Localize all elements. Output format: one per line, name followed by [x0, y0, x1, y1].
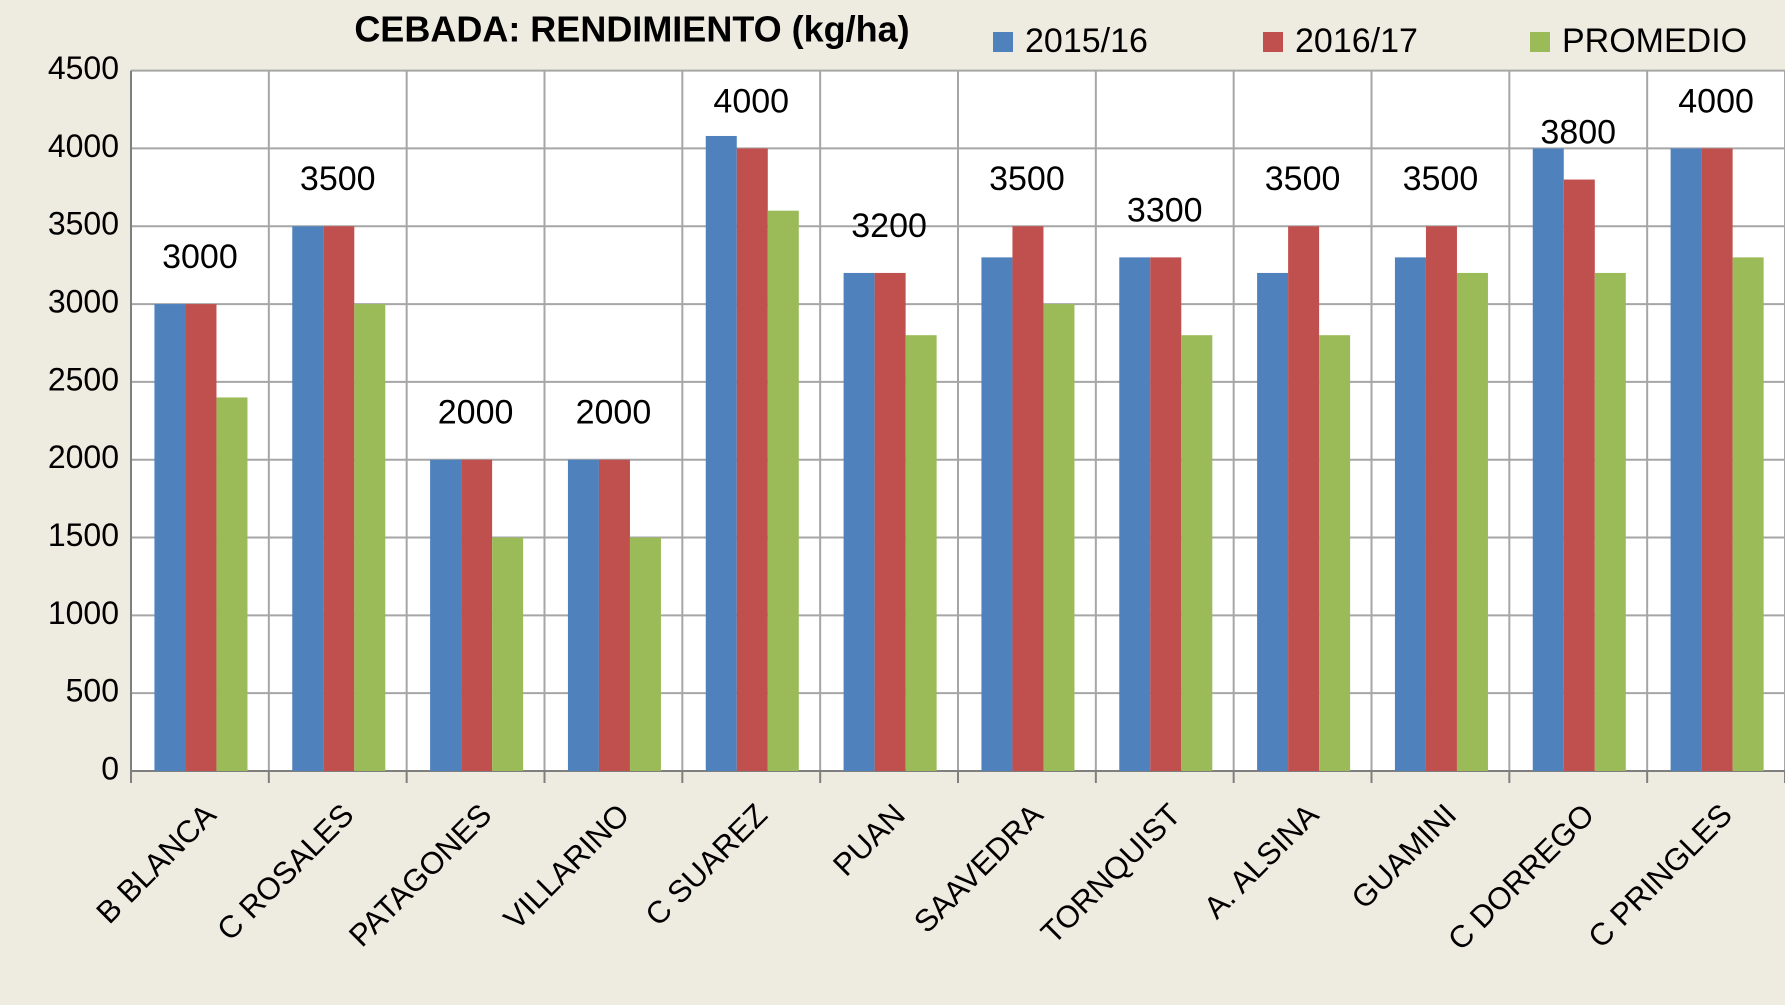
data-label: 2000	[576, 394, 652, 432]
data-label: 3500	[989, 160, 1065, 198]
bar	[216, 397, 248, 771]
bar	[430, 459, 462, 771]
bar	[1563, 179, 1595, 771]
bar	[1594, 272, 1626, 771]
bar	[461, 459, 493, 771]
bar	[1732, 257, 1764, 772]
bar	[492, 537, 524, 771]
bar	[705, 135, 737, 771]
bar	[1670, 148, 1702, 771]
bar	[1012, 226, 1044, 771]
bar	[1119, 257, 1151, 772]
bar	[1288, 226, 1320, 771]
bar	[1425, 226, 1457, 771]
legend-label: PROMEDIO	[1562, 22, 1747, 60]
y-tick-label: 2000	[48, 439, 119, 475]
bar	[843, 272, 875, 771]
y-tick-label: 0	[101, 750, 119, 786]
bar	[1181, 335, 1213, 771]
bar	[629, 537, 661, 771]
bar	[767, 210, 799, 771]
bar	[567, 459, 599, 771]
legend-swatch	[993, 32, 1013, 52]
y-tick-label: 1000	[48, 595, 119, 631]
legend-swatch	[1263, 32, 1283, 52]
y-tick-label: 2500	[48, 361, 119, 397]
bar	[323, 226, 355, 771]
y-tick-label: 500	[66, 673, 119, 709]
data-label: 4000	[1678, 82, 1754, 120]
bar	[185, 304, 217, 771]
bar	[981, 257, 1013, 772]
data-label: 4000	[713, 82, 789, 120]
legend-label: 2016/17	[1295, 22, 1418, 60]
data-label: 3200	[851, 207, 927, 245]
y-tick-label: 4000	[48, 128, 119, 164]
y-tick-label: 3000	[48, 284, 119, 320]
data-label: 3300	[1127, 191, 1203, 229]
bar	[598, 459, 630, 771]
data-label: 3500	[1403, 160, 1479, 198]
bar	[154, 304, 186, 771]
bar	[905, 335, 937, 771]
data-label: 3500	[1265, 160, 1341, 198]
bar	[292, 226, 324, 771]
bar	[1701, 148, 1733, 771]
bar	[1456, 272, 1488, 771]
chart-title: CEBADA: RENDIMIENTO (kg/ha)	[354, 9, 909, 50]
legend-label: 2015/16	[1025, 22, 1148, 60]
bar	[1257, 272, 1289, 771]
bar	[1532, 148, 1564, 771]
y-tick-label: 4500	[48, 50, 119, 86]
bar	[1043, 304, 1075, 771]
bar	[874, 272, 906, 771]
legend-swatch	[1530, 32, 1550, 52]
bar	[1150, 257, 1182, 772]
bar	[354, 304, 386, 771]
bar	[1319, 335, 1351, 771]
data-label: 2000	[438, 394, 514, 432]
data-label: 3500	[300, 160, 376, 198]
y-tick-label: 3500	[48, 206, 119, 242]
bar	[1394, 257, 1426, 772]
data-label: 3000	[162, 238, 238, 276]
y-tick-label: 1500	[48, 517, 119, 553]
data-label: 3800	[1540, 114, 1616, 152]
bar	[736, 148, 768, 771]
